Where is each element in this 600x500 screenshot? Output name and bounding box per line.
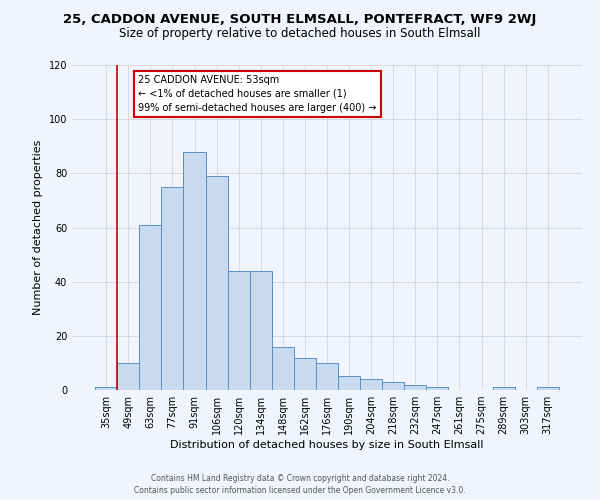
Bar bbox=[294, 358, 316, 390]
Bar bbox=[95, 388, 117, 390]
Bar bbox=[184, 152, 206, 390]
Bar bbox=[338, 376, 360, 390]
Bar bbox=[272, 346, 294, 390]
Bar bbox=[161, 187, 184, 390]
Bar bbox=[382, 382, 404, 390]
Text: Contains HM Land Registry data © Crown copyright and database right 2024.
Contai: Contains HM Land Registry data © Crown c… bbox=[134, 474, 466, 495]
Text: Size of property relative to detached houses in South Elmsall: Size of property relative to detached ho… bbox=[119, 28, 481, 40]
Y-axis label: Number of detached properties: Number of detached properties bbox=[33, 140, 43, 315]
Text: 25 CADDON AVENUE: 53sqm
← <1% of detached houses are smaller (1)
99% of semi-det: 25 CADDON AVENUE: 53sqm ← <1% of detache… bbox=[139, 74, 377, 113]
Text: 25, CADDON AVENUE, SOUTH ELMSALL, PONTEFRACT, WF9 2WJ: 25, CADDON AVENUE, SOUTH ELMSALL, PONTEF… bbox=[64, 12, 536, 26]
Bar bbox=[316, 363, 338, 390]
Bar bbox=[404, 384, 427, 390]
Bar bbox=[537, 388, 559, 390]
Bar bbox=[117, 363, 139, 390]
Bar bbox=[250, 271, 272, 390]
Bar bbox=[427, 388, 448, 390]
Bar bbox=[360, 379, 382, 390]
Bar bbox=[139, 225, 161, 390]
Bar bbox=[493, 388, 515, 390]
Bar bbox=[227, 271, 250, 390]
X-axis label: Distribution of detached houses by size in South Elmsall: Distribution of detached houses by size … bbox=[170, 440, 484, 450]
Bar bbox=[206, 176, 227, 390]
